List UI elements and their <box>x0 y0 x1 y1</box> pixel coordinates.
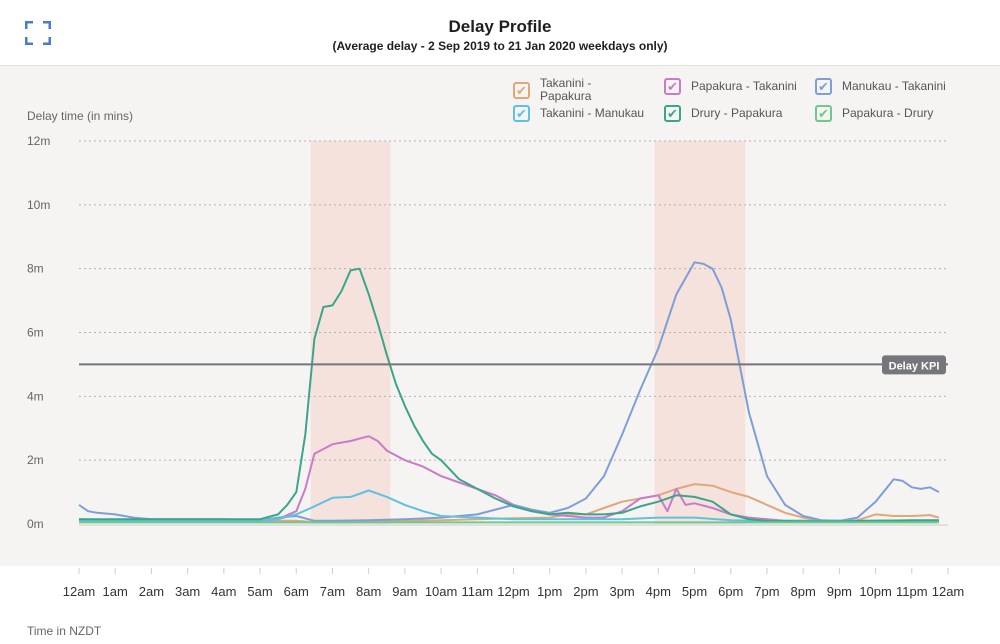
x-tick-label: 1pm <box>537 584 562 599</box>
legend-label: Takanini - Papakura <box>540 76 592 103</box>
series-line-papakura-takanini <box>78 435 939 522</box>
x-tick-label: 6pm <box>718 584 743 599</box>
y-tick-label: 0m <box>27 517 44 531</box>
x-tick-label: 9am <box>392 584 417 599</box>
y-tick-label: 6m <box>27 326 44 340</box>
kpi-badge <box>882 355 946 375</box>
x-tick-label: 10am <box>425 584 458 599</box>
series-line-drury-papakura <box>79 267 939 523</box>
chart-header: Delay Profile (Average delay - 2 Sep 201… <box>0 0 1000 66</box>
x-tick-label: 7am <box>320 584 345 599</box>
x-tick-label: 7pm <box>754 584 779 599</box>
x-tick-label: 5pm <box>682 584 707 599</box>
legend-check-icon: ✔ <box>664 78 681 95</box>
x-tick-label: 2am <box>139 584 164 599</box>
x-axis-label: Time in NZDT <box>27 624 102 638</box>
x-tick-label: 4pm <box>646 584 671 599</box>
x-tick-label: 8pm <box>791 584 816 599</box>
y-axis-label: Delay time (in mins) <box>27 109 134 123</box>
x-tick-label: 5am <box>247 584 272 599</box>
y-tick-label: 4m <box>27 389 44 403</box>
chart-title: Delay Profile <box>448 17 552 36</box>
x-tick-label: 12am <box>932 584 965 599</box>
y-tick-label: 10m <box>27 198 50 212</box>
legend-label: Takanini - Manukau <box>540 106 645 120</box>
expand-icon[interactable] <box>25 21 51 45</box>
series-line-manukau-takanini <box>78 261 940 522</box>
kpi-label: Delay KPI <box>889 360 940 372</box>
x-tick-label: 8am <box>356 584 381 599</box>
legend-check-icon: ✔ <box>815 105 832 122</box>
legend-drury-papakura[interactable]: ✔ Drury - Papakura <box>664 105 782 122</box>
x-tick-label: 11pm <box>896 584 928 599</box>
x-tick-label: 12am <box>63 584 96 599</box>
legend-takanini-papakura[interactable]: ✔ Takanini - Papakura <box>513 77 620 103</box>
legend-check-icon: ✔ <box>815 78 832 95</box>
legend-check-icon: ✔ <box>664 105 681 122</box>
legend-label: Manukau - Takanini <box>842 79 946 93</box>
legend-papakura-takanini[interactable]: ✔ Papakura - Takanini <box>664 78 797 95</box>
plot-background <box>0 66 1000 566</box>
x-tick-label: 6am <box>284 584 309 599</box>
x-tick-label: 4am <box>211 584 236 599</box>
x-tick-label: 11am <box>462 584 494 599</box>
x-tick-label: 10pm <box>859 584 892 599</box>
y-tick-label: 8m <box>27 262 44 276</box>
legend-label: Papakura - Takanini <box>691 79 797 93</box>
legend-label: Papakura - Drury <box>842 106 934 120</box>
x-tick-label: 2pm <box>573 584 598 599</box>
x-tick-label: 12pm <box>497 584 530 599</box>
x-tick-label: 3am <box>175 584 200 599</box>
x-tick-label: 3pm <box>609 584 634 599</box>
y-tick-label: 2m <box>27 453 44 467</box>
legend-manukau-takanini[interactable]: ✔ Manukau - Takanini <box>815 78 946 95</box>
x-tick-label: 1am <box>103 584 128 599</box>
y-tick-label: 12m <box>27 134 50 148</box>
legend-check-icon: ✔ <box>513 81 530 99</box>
chart-subtitle: (Average delay - 2 Sep 2019 to 21 Jan 20… <box>332 39 668 53</box>
legend-papakura-drury[interactable]: ✔ Papakura - Drury <box>815 105 933 122</box>
legend-check-icon: ✔ <box>513 105 530 122</box>
legend-label: Drury - Papakura <box>691 106 783 120</box>
legend-takanini-manukau[interactable]: ✔ Takanini - Manukau <box>513 105 644 122</box>
x-tick-label: 9pm <box>827 584 852 599</box>
x-axis-area <box>0 566 1000 644</box>
